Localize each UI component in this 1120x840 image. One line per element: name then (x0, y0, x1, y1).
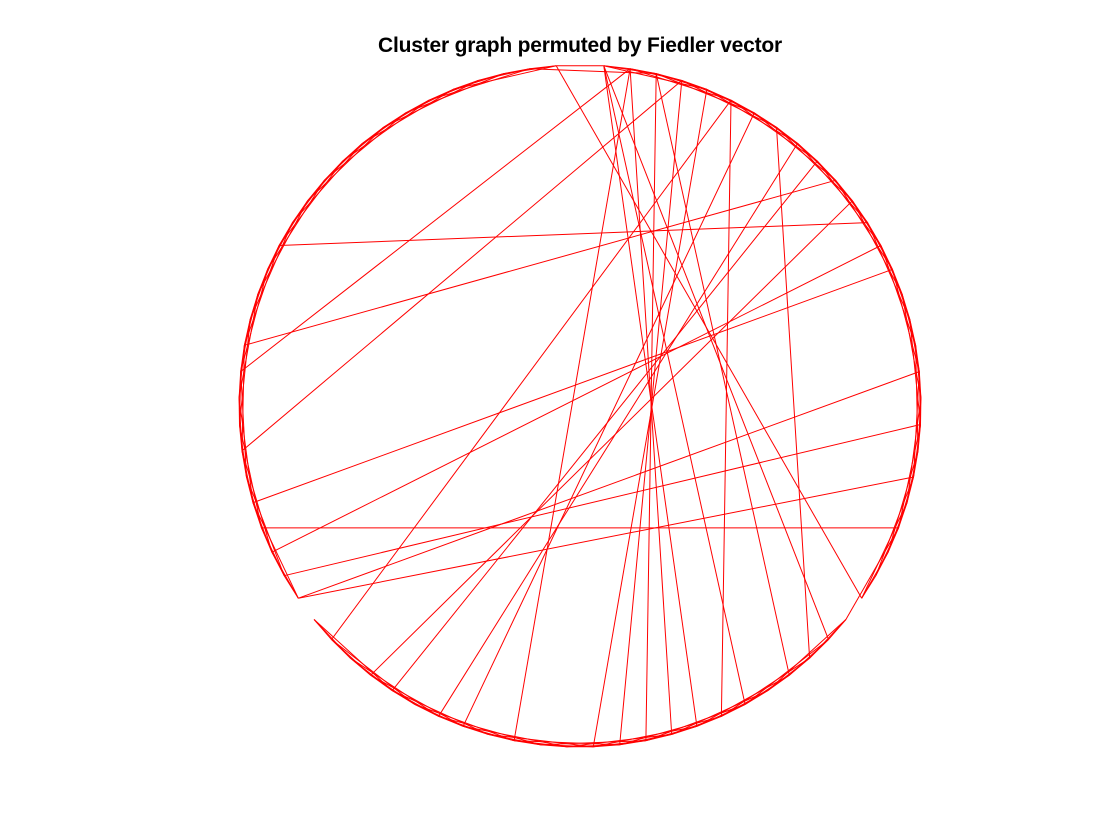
graph-edge (816, 160, 882, 246)
graph-edge (463, 725, 567, 748)
graph-edge (331, 99, 732, 640)
graph-edge (898, 424, 921, 529)
graph-edge (350, 657, 439, 717)
graph-edge (462, 112, 755, 727)
graph-edge (555, 65, 863, 599)
graph-edge (721, 657, 810, 717)
graph-edge (655, 73, 790, 676)
graph-edge (540, 740, 646, 746)
graph-edge (243, 245, 280, 346)
graph-edge (797, 143, 868, 223)
graph-edge (861, 575, 877, 599)
graph-edge (593, 725, 697, 748)
graph-edge (252, 268, 893, 504)
graph-edge (405, 73, 504, 114)
graph-edge (249, 222, 293, 320)
graph-edge (246, 476, 285, 576)
graph-edge (298, 476, 914, 599)
chart-title: Cluster graph permuted by Fiedler vector (378, 34, 782, 57)
graph-edge (514, 740, 620, 746)
graph-edge (240, 68, 631, 372)
graph-edge (239, 319, 251, 425)
graph-edge (438, 143, 799, 717)
edge-group (238, 65, 922, 748)
graph-edge (241, 80, 683, 452)
graph-edge (603, 65, 829, 640)
graph-edge (891, 269, 920, 372)
graph-edge (438, 715, 541, 746)
graph-edge (529, 68, 657, 75)
graph-edge (331, 639, 416, 705)
graph-edge (342, 99, 430, 162)
graph-edge (313, 619, 393, 691)
graph-edge (370, 674, 464, 727)
graph-edge (592, 89, 708, 747)
graph-edge (619, 715, 722, 746)
graph-edge (267, 180, 325, 270)
graph-edge (835, 180, 893, 270)
graph-edge (252, 502, 299, 599)
graph-edge (244, 179, 836, 346)
graph-edge (645, 703, 746, 742)
graph-edge (241, 345, 245, 451)
graph-edge (901, 294, 922, 399)
graph-edge (238, 397, 254, 503)
graph-edge (240, 269, 269, 372)
graph-edge (656, 73, 755, 114)
graph-edge (629, 68, 732, 101)
graph-edge (279, 222, 868, 246)
graph-edge (391, 690, 489, 735)
graph-edge (909, 319, 921, 425)
graph-edge (529, 65, 557, 70)
graph-edge (566, 733, 672, 748)
graph-edge (603, 65, 707, 90)
graph-edge (744, 639, 829, 705)
graph-edge (292, 143, 363, 223)
graph-edge (488, 733, 594, 748)
graph-edge (271, 245, 882, 553)
graph-edge (913, 371, 920, 478)
graph-edge (370, 200, 853, 676)
graph-edge (776, 127, 811, 659)
graph-edge (845, 527, 899, 620)
graph-edge (906, 397, 922, 503)
graph-edge (428, 68, 531, 101)
graph-edge (313, 619, 332, 640)
graph-edge (720, 100, 732, 717)
graph-edge (391, 160, 818, 691)
graph-edge (753, 112, 836, 181)
graph-edge (875, 476, 914, 576)
graph-edge (696, 674, 790, 727)
graph-edge (414, 703, 515, 742)
graph-edge (513, 68, 631, 741)
graph-edge (681, 80, 777, 128)
graph-edge (324, 112, 407, 181)
graph-edge (767, 619, 847, 691)
graph-edge (915, 345, 919, 451)
graph-edge (861, 502, 908, 599)
graph-edge (453, 65, 557, 90)
graph-edge (284, 424, 921, 577)
graph-edge (257, 200, 309, 295)
graph-edge (880, 245, 917, 346)
graph-edge (238, 294, 259, 399)
graph-edge (240, 371, 247, 478)
graph-edge (278, 160, 344, 246)
graph-edge (298, 371, 920, 599)
graph-edge (239, 424, 262, 529)
graph-edge (362, 88, 454, 144)
graph-edge (887, 450, 919, 553)
graph-edge (603, 65, 746, 705)
graph-edge (671, 690, 769, 735)
graph-edge (307, 126, 384, 202)
graph-edge (383, 80, 479, 128)
graph-edge (730, 99, 818, 162)
